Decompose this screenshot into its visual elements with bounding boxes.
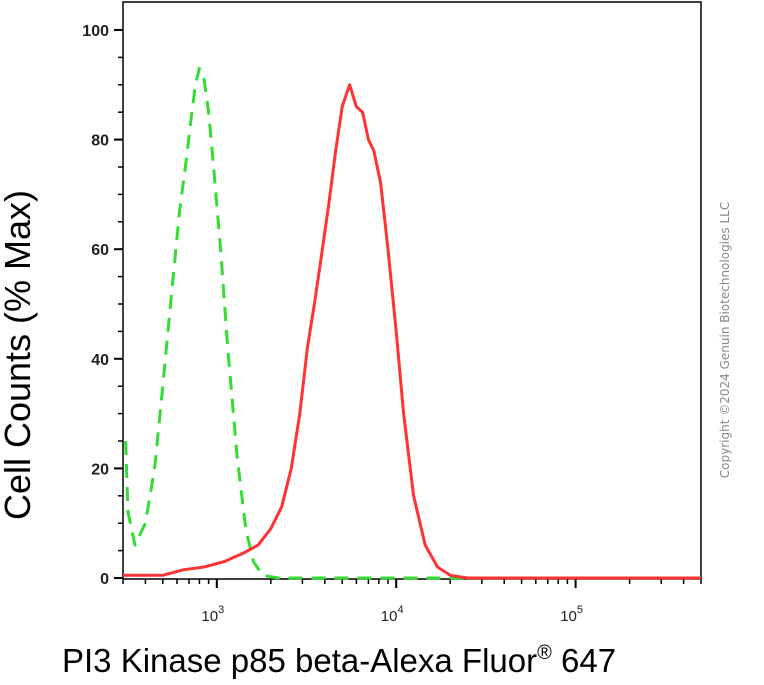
series-line-control-dashed	[124, 66, 701, 580]
y-tick-label: 60	[91, 242, 109, 259]
x-tick-label: 104	[381, 604, 404, 625]
y-tick-label: 80	[91, 133, 109, 150]
x-axis-title-suffix: 647	[561, 642, 616, 679]
x-tick-exponent: 4	[397, 604, 403, 616]
series-layer	[123, 66, 701, 580]
y-tick-label: 20	[91, 461, 109, 478]
x-axis-title-main: PI3 Kinase p85 beta-Alexa Fluor	[62, 642, 537, 679]
x-axis-title-spacer	[552, 642, 561, 679]
x-tick-exponent: 5	[577, 604, 583, 616]
x-tick-base: 10	[560, 608, 577, 625]
y-axis-title: Cell Counts (% Max)	[0, 190, 38, 520]
x-axis-title: PI3 Kinase p85 beta-Alexa Fluor® 647	[62, 642, 616, 679]
copyright-text: Copyright ©2024 Genuin Biotechnologies L…	[718, 202, 732, 478]
x-tick-label: 105	[560, 604, 583, 625]
x-tick-base: 10	[201, 608, 218, 625]
x-tick-base: 10	[381, 608, 398, 625]
y-axis-ticks: 0 20 40 60 80 100	[82, 23, 123, 588]
y-tick-label: 0	[100, 571, 109, 588]
x-tick-exponent: 3	[218, 604, 224, 616]
y-tick-label: 40	[91, 352, 109, 369]
series-line-sample-solid	[123, 83, 701, 580]
x-axis-ticks: 103 104 105	[122, 579, 702, 625]
x-tick-label: 103	[201, 604, 224, 625]
y-tick-label: 100	[82, 23, 109, 40]
x-axis-title-registered-mark: ®	[537, 642, 552, 664]
